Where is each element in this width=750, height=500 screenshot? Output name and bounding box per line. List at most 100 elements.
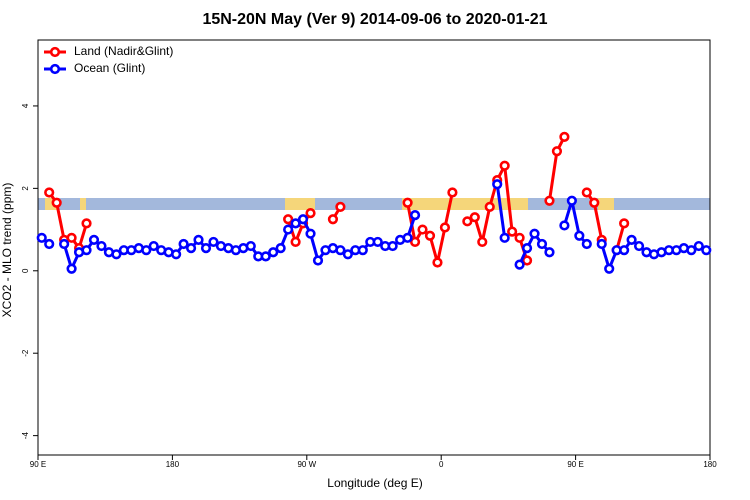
data-point [402,232,413,243]
ocean-strip [38,198,710,210]
data-point [409,210,421,221]
data-point [544,247,555,258]
data-point [171,249,182,260]
data-point [185,243,197,254]
data-point [327,214,339,225]
x-tick-label: 0 [439,460,444,469]
data-point [44,238,55,250]
series-line [40,184,707,271]
data-point [619,218,630,229]
data-point [447,187,458,198]
x-tick-label: 90 E [30,460,46,469]
data-point [499,232,510,243]
data-point [484,201,495,213]
legend-label: Land (Nadir&Glint) [74,44,173,58]
data-point [596,238,607,250]
data-point [44,187,55,198]
data-point [604,263,615,274]
data-point [372,236,383,248]
data-point [559,131,570,142]
data-point [633,240,645,252]
data-point [514,259,525,270]
data-point [544,195,555,206]
data-point [521,243,533,254]
data-point [626,234,637,245]
data-point [335,201,346,213]
data-point [290,236,301,248]
data-point [141,245,152,256]
data-point [432,257,443,268]
data-point [283,214,294,225]
data-point [589,197,600,208]
data-point [96,240,107,252]
data-point [492,179,503,190]
land-strip [80,198,86,210]
data-point [88,234,100,245]
data-point [335,245,346,256]
x-axis-label: Longitude (deg E) [327,476,422,490]
map-strip [38,198,710,210]
x-tick-label: 180 [166,460,180,469]
data-point [514,232,525,243]
data-point [66,232,77,243]
data-point [686,245,697,256]
land-strip [402,198,528,210]
chart-title: 15N-20N May (Ver 9) 2014-09-06 to 2020-0… [202,11,547,28]
data-point [81,245,92,256]
data-point [581,187,592,198]
data-point [305,228,316,239]
land-strip [285,198,315,210]
data-point [36,232,47,243]
data-point [51,197,62,208]
data-point [417,224,428,235]
data-point [312,255,324,266]
data-point [305,207,316,219]
data-point [66,263,77,274]
data-point [387,240,398,252]
data-point [342,249,353,260]
data-point [59,238,70,250]
y-tick-label: 0 [21,268,30,273]
x-tick-label: 180 [703,460,717,469]
x-tick-label: 90 E [567,460,583,469]
data-point [81,218,92,229]
data-point [566,195,577,206]
y-axis-label: XCO2 - MLO trend (ppm) [0,183,14,318]
data-point [424,230,436,241]
data-point [268,247,279,258]
data-point [536,238,548,250]
data-point [462,216,473,227]
y-tick-label: -4 [21,432,30,440]
data-point [290,218,301,229]
data-point [409,236,421,248]
data-point [574,230,585,241]
legend-marker [49,63,61,75]
data-point [275,243,286,254]
data-point [402,197,413,208]
data-point [477,236,488,248]
data-point [245,240,256,252]
data-point [111,249,122,260]
data-point [693,240,704,252]
data-point [551,146,563,157]
data-point [701,245,712,256]
data-point [260,251,271,262]
data-point [619,245,630,256]
y-tick-label: 2 [21,186,30,191]
y-tick-label: 4 [21,103,30,108]
data-point [148,240,159,252]
data-point [178,238,189,250]
land-strip [598,198,614,210]
data-point [581,238,592,250]
data-point [193,234,204,245]
data-point [499,160,510,171]
data-point [439,222,451,233]
data-point [297,214,309,225]
data-point [521,255,533,266]
data-point [529,228,540,239]
data-point [507,226,518,237]
legend-marker [49,46,61,58]
data-point [469,212,480,223]
data-point [283,224,294,235]
